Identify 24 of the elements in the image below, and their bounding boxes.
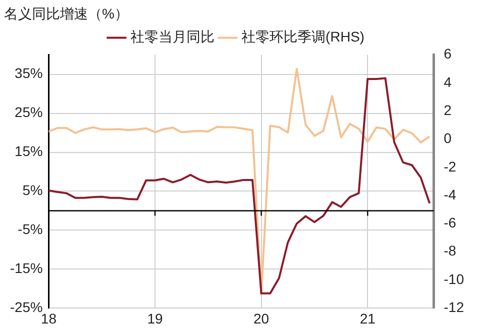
x-tick-label: 20	[254, 310, 270, 326]
y2-tick-label: -10	[444, 270, 464, 287]
y2-tick-label: 0	[444, 130, 452, 146]
y-tick-label: 5%	[22, 182, 43, 198]
y-tick-label: 35%	[14, 65, 43, 82]
y-tick-label: -5%	[18, 221, 43, 238]
x-tick-label: 21	[360, 310, 376, 326]
x-tick-label: 19	[147, 310, 163, 326]
x-tick-label: 18	[40, 310, 57, 326]
y2-tick-label: 2	[444, 102, 452, 118]
y2-tick-label: 4	[444, 74, 452, 90]
y-tick-label: -25%	[10, 299, 43, 316]
y2-tick-label: -2	[444, 158, 456, 174]
legend-label: 社零当月同比	[130, 28, 215, 45]
y-tick-label: -15%	[10, 260, 43, 276]
chart-title: 名义同比增速（%）	[4, 5, 128, 22]
y2-tick-label: 6	[444, 46, 452, 62]
y2-tick-label: -12	[444, 299, 464, 316]
y2-tick-label: -8	[444, 242, 456, 259]
y-tick-label: 15%	[14, 143, 43, 160]
y2-tick-label: -4	[444, 186, 456, 202]
y2-tick-label: -6	[444, 214, 456, 231]
y-tick-label: 25%	[14, 104, 43, 120]
legend-label: 社零环比季调(RHS)	[242, 28, 364, 45]
